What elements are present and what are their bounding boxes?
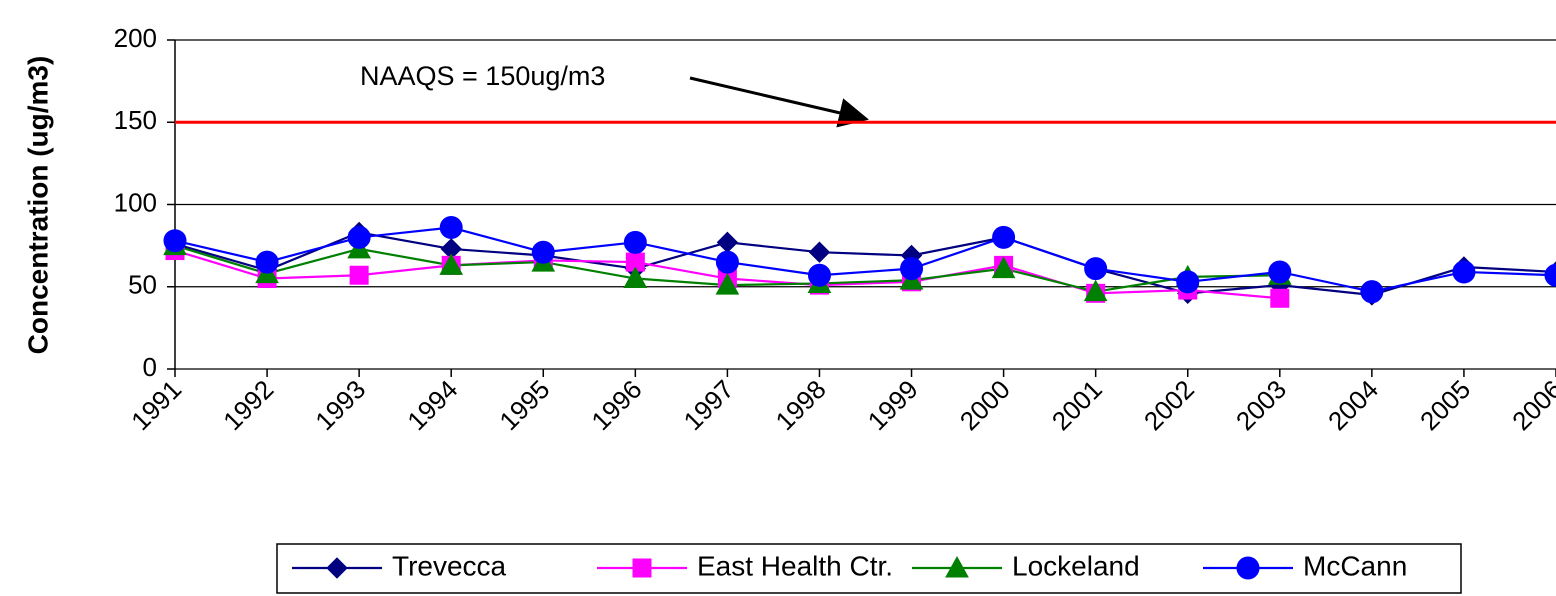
data-point bbox=[1084, 257, 1108, 281]
x-tick-label: 1992 bbox=[217, 374, 279, 436]
data-point bbox=[992, 225, 1016, 249]
data-point bbox=[531, 240, 555, 264]
x-tick-label: 2003 bbox=[1230, 374, 1292, 436]
data-point bbox=[439, 216, 463, 240]
y-tick-label: 100 bbox=[114, 187, 157, 217]
x-tick-label: 1997 bbox=[678, 374, 740, 436]
data-point bbox=[900, 257, 924, 281]
x-tick-label: 1995 bbox=[493, 374, 555, 436]
legend-label: Trevecca bbox=[392, 550, 507, 581]
data-point bbox=[715, 273, 740, 295]
series-line bbox=[174, 226, 1556, 293]
x-tick-label: 1991 bbox=[125, 374, 187, 436]
legend-marker bbox=[632, 558, 652, 578]
data-point bbox=[255, 250, 279, 274]
data-point bbox=[715, 250, 739, 274]
x-tick-label: 2001 bbox=[1046, 374, 1108, 436]
x-tick-label: 2000 bbox=[954, 374, 1016, 436]
legend-box bbox=[276, 543, 1462, 594]
data-point bbox=[347, 225, 371, 249]
annotation-arrow bbox=[689, 76, 869, 128]
legend-label: McCann bbox=[1303, 550, 1407, 581]
data-point bbox=[349, 265, 369, 285]
annotation: NAAQS = 150ug/m3 bbox=[360, 61, 605, 91]
x-tick-label: 2002 bbox=[1138, 374, 1200, 436]
data-point bbox=[439, 253, 464, 275]
legend-marker bbox=[945, 555, 969, 578]
y-tick-label: 150 bbox=[114, 105, 157, 135]
data-point bbox=[1176, 270, 1200, 294]
x-tick-label: 1993 bbox=[309, 374, 371, 436]
data-point bbox=[1268, 260, 1292, 284]
data-point bbox=[991, 256, 1016, 279]
data-point bbox=[623, 266, 648, 289]
data-point bbox=[1360, 280, 1384, 304]
x-tick-label: 1994 bbox=[401, 374, 463, 436]
legend-marker bbox=[1236, 556, 1260, 580]
legend-label: East Health Ctr. bbox=[697, 550, 893, 581]
data-point bbox=[807, 263, 831, 287]
data-point bbox=[1452, 260, 1476, 284]
data-point bbox=[716, 231, 739, 254]
series-line bbox=[174, 231, 1556, 297]
y-tick-label: 50 bbox=[128, 270, 157, 300]
x-tick-label: 2006 bbox=[1506, 374, 1556, 436]
y-axis-label: Concentration (ug/m3) bbox=[22, 56, 53, 355]
legend-label: Lockeland bbox=[1012, 550, 1140, 581]
data-point bbox=[163, 229, 187, 253]
x-tick-label: 2004 bbox=[1322, 374, 1384, 436]
data-point bbox=[623, 230, 647, 254]
data-point bbox=[1270, 288, 1290, 308]
x-tick-label: 1998 bbox=[770, 374, 832, 436]
y-tick-label: 200 bbox=[114, 23, 157, 53]
legend-marker bbox=[326, 557, 348, 579]
y-tick-label: 0 bbox=[143, 352, 157, 382]
x-tick-label: 2005 bbox=[1414, 374, 1476, 436]
data-point bbox=[808, 241, 831, 263]
x-tick-label: 1996 bbox=[585, 374, 647, 436]
x-tick-label: 1999 bbox=[862, 374, 924, 436]
data-point bbox=[1544, 263, 1556, 287]
data-point bbox=[1083, 279, 1108, 302]
